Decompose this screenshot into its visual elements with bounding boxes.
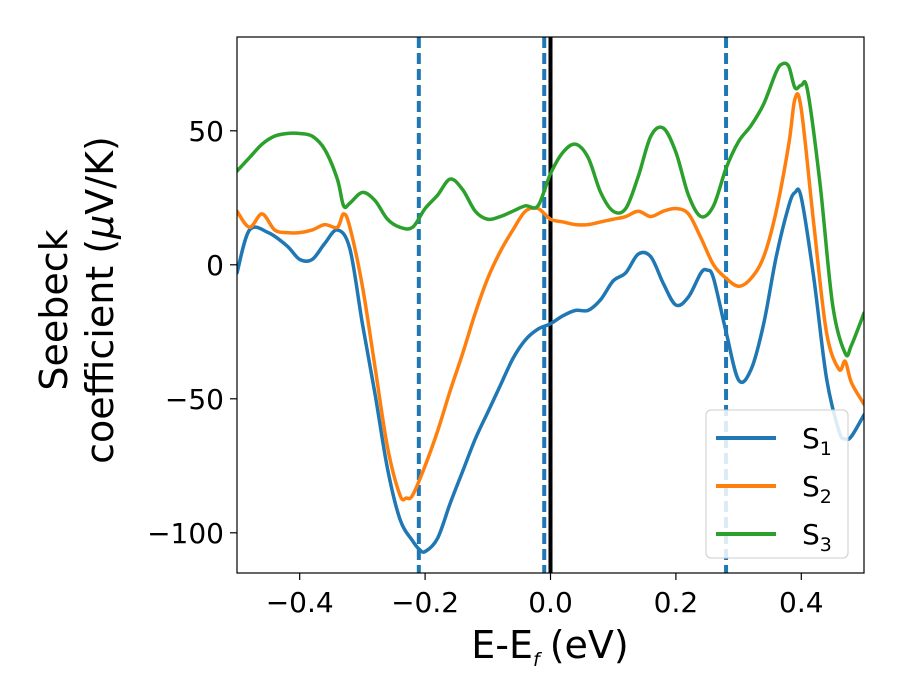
legend: S1 S2 S3 (705, 409, 849, 559)
y-tick-label: 0 (206, 249, 224, 282)
x-axis-label: E-Ef (eV) (471, 623, 628, 671)
x-tick-label: −0.4 (266, 586, 334, 619)
y-axis-label-line1: Seebeck (32, 229, 76, 390)
x-tick-label: 0.2 (654, 586, 699, 619)
x-axis: −0.4 −0.2 0.0 0.2 0.4 (266, 573, 824, 619)
series-line-s2 (237, 92, 864, 502)
legend-box (705, 409, 849, 559)
reference-lines (416, 37, 729, 573)
series-line-s3 (237, 61, 864, 358)
series-line-s1 (237, 187, 864, 554)
y-tick-label: 50 (188, 115, 224, 148)
legend-label-s2: S2 (802, 470, 832, 508)
y-tick-label: −50 (165, 383, 224, 416)
x-tick-label: 0.4 (779, 586, 824, 619)
y-axis: −100 −50 0 50 (147, 115, 237, 550)
x-tick-label: −0.2 (391, 586, 459, 619)
legend-label-s3: S3 (802, 518, 832, 556)
x-tick-label: 0.0 (528, 586, 573, 619)
y-tick-label: −100 (147, 517, 224, 550)
legend-label-s1: S1 (802, 422, 832, 460)
y-axis-label-line2: coefficient (μV/K) (78, 136, 122, 464)
series-group (237, 61, 864, 554)
